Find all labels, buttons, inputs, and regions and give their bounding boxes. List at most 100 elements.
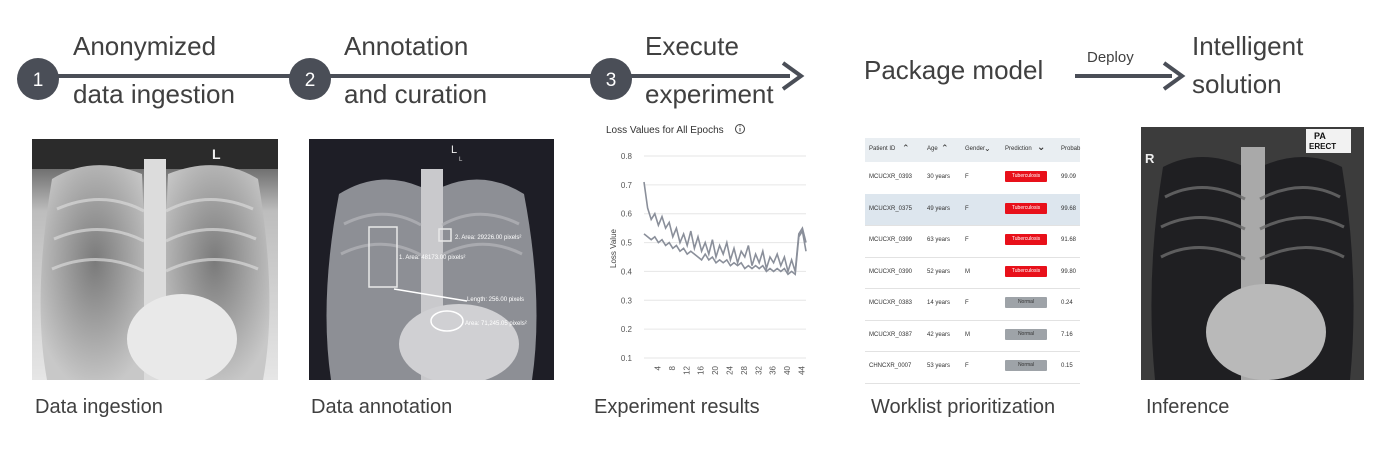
step-3-number: 3 (606, 70, 617, 91)
xray-ingestion-image: L (32, 139, 278, 380)
col-header-probability[interactable]: Probab (1061, 146, 1081, 152)
package-model-title: Package model (864, 46, 1043, 94)
deploy-label: Deploy (1087, 49, 1134, 66)
cell-patient-id: MCUCXR_0399 (869, 237, 913, 243)
chart-ylabel: Loss Value (609, 228, 618, 268)
caption-inference: Inference (1146, 396, 1230, 418)
sort-chevron-up-icon[interactable]: ⌃ (941, 143, 949, 153)
caption-data-ingestion: Data ingestion (35, 396, 163, 418)
table-row[interactable]: MCUCXR_0390 52 years M 99.80 Tuberculosis (865, 257, 1080, 289)
xray-annotation-image: 2. Area: 29226.00 pixels² 1. Area: 48173… (309, 139, 554, 380)
cell-patient-id: CHNCXR_0007 (869, 363, 912, 369)
step-2-title: Annotation and curation (344, 22, 487, 118)
step-2-number: 2 (305, 70, 316, 91)
solution-title-line1: Intelligent (1192, 31, 1304, 61)
chart-xtick-label: 16 (697, 365, 706, 374)
step-3-circle: 3 (590, 58, 632, 100)
annotation-label-1: 2. Area: 29226.00 pixels² (455, 235, 521, 241)
chart-title: Loss Values for All Epochs (606, 125, 724, 136)
prediction-badge-tuberculosis: Tuberculosis (1005, 171, 1047, 182)
annotation-box-2 (438, 228, 452, 242)
prediction-badge-tuberculosis: Tuberculosis (1005, 265, 1047, 277)
annotation-ellipse (430, 310, 464, 332)
cell-gender: M (965, 268, 970, 275)
chart-ytick-label: 0.3 (621, 296, 633, 305)
worklist-header: Patient ID ⌃ Age ⌃ Gender ⌄ Prediction ⌄… (865, 138, 1080, 162)
cell-gender: F (965, 205, 969, 212)
prediction-badge-normal: Normal (1005, 297, 1047, 308)
sort-chevron-down-icon[interactable]: ⌄ (984, 144, 991, 153)
xray-inference-erect-marker: ERECT (1309, 142, 1336, 151)
cell-probability: 99.68 (1061, 205, 1077, 212)
pipeline-arrowhead (781, 61, 805, 91)
step-1-title-line2: data ingestion (73, 79, 235, 109)
table-row[interactable]: MCUCXR_0387 42 years M 7.16 Normal (865, 320, 1080, 352)
annotation-box-1 (368, 226, 398, 288)
cell-probability: 99.80 (1061, 268, 1077, 275)
step-2-circle: 2 (289, 58, 331, 100)
cell-age: 53 years (927, 363, 951, 369)
cell-patient-id: MCUCXR_0375 (869, 205, 913, 212)
chart-ytick-label: 0.2 (621, 325, 633, 334)
prediction-badge-normal: Normal (1005, 360, 1047, 371)
xray-inference-image: PA ERECT R (1141, 127, 1364, 380)
chart-xtick-label: 40 (783, 365, 792, 374)
chart-xtick-label: 36 (769, 365, 778, 374)
cell-probability: 91.68 (1061, 237, 1077, 243)
chart-xtick-label: 12 (682, 365, 691, 374)
chart-xtick-label: 20 (711, 365, 720, 374)
cell-gender: M (965, 331, 970, 338)
prediction-badge-tuberculosis: Tuberculosis (1005, 234, 1047, 245)
loss-chart: Loss Values for All Epochs Loss Value 0.… (606, 124, 807, 375)
sort-chevron-up-icon[interactable]: ⌃ (902, 143, 910, 153)
worklist-table: Patient ID ⌃ Age ⌃ Gender ⌄ Prediction ⌄… (865, 138, 1080, 384)
step-1-title-line1: Anonymized (73, 31, 217, 61)
pipeline-flow: 1 2 3 (17, 58, 1186, 100)
step-2-title-line2: and curation (344, 79, 488, 109)
chart-xtick-label: 4 (654, 365, 663, 370)
chart-xtick-label: 44 (798, 365, 807, 374)
xray-ingestion-marker: L (212, 146, 221, 162)
package-model-label: Package model (864, 55, 1044, 85)
caption-worklist-prioritization: Worklist prioritization (871, 396, 1056, 418)
chart-series-line-1 (643, 181, 807, 275)
chart-ytick-label: 0.1 (621, 354, 633, 363)
chart-xtick-label: 24 (726, 365, 735, 374)
deploy-arrowhead (1162, 61, 1186, 91)
chart-ytick-label: 0.6 (621, 210, 633, 219)
col-header-patient-id[interactable]: Patient ID (869, 146, 896, 152)
cell-age: 49 years (927, 205, 951, 212)
annotation-label-2: 1. Area: 48173.00 pixels² (399, 255, 465, 261)
cell-probability: 0.24 (1061, 300, 1073, 306)
cell-age: 52 years (927, 268, 951, 275)
chart-info-icon[interactable] (735, 124, 745, 134)
table-row[interactable]: MCUCXR_0399 63 years F 91.68 Tuberculosis (865, 225, 1080, 258)
cell-probability: 99.09 (1061, 174, 1077, 180)
chart-ytick-label: 0.7 (621, 181, 633, 190)
cell-patient-id: MCUCXR_0387 (869, 331, 913, 338)
col-header-prediction[interactable]: Prediction (1005, 146, 1032, 152)
table-row[interactable]: MCUCXR_0383 14 years F 0.24 Normal (865, 288, 1080, 321)
sort-chevron-down-icon[interactable]: ⌄ (1037, 142, 1046, 153)
table-row[interactable]: CHNCXR_0007 53 years F 0.15 Normal (865, 351, 1080, 384)
step-3-title-line2: experiment (645, 79, 774, 109)
step-1-circle: 1 (17, 58, 59, 100)
xray-annotation-marker: L (451, 144, 457, 156)
chart-ytick-label: 0.4 (621, 267, 633, 276)
col-header-gender[interactable]: Gender (965, 146, 986, 152)
annotation-label-3: Length: 256.00 pixels (467, 297, 524, 303)
xray-inference-pa-marker: PA (1314, 131, 1326, 141)
cell-gender: F (965, 237, 969, 243)
chart-xtick-label: 32 (754, 365, 763, 374)
cell-gender: F (965, 363, 969, 369)
table-row[interactable]: MCUCXR_0375 49 years F 99.68 Tuberculosis (865, 193, 1080, 226)
chart-xtick-label: 28 (740, 365, 749, 374)
solution-title: Intelligent solution (1192, 27, 1303, 103)
chart-ytick-label: 0.5 (621, 239, 633, 248)
cell-age: 30 years (927, 174, 951, 180)
cell-age: 63 years (927, 237, 951, 243)
col-header-age[interactable]: Age (927, 146, 938, 152)
cell-gender: F (965, 174, 969, 180)
chart-series-line-2 (643, 228, 807, 276)
table-row[interactable]: MCUCXR_0393 30 years F 99.09 Tuberculosis (865, 162, 1080, 195)
